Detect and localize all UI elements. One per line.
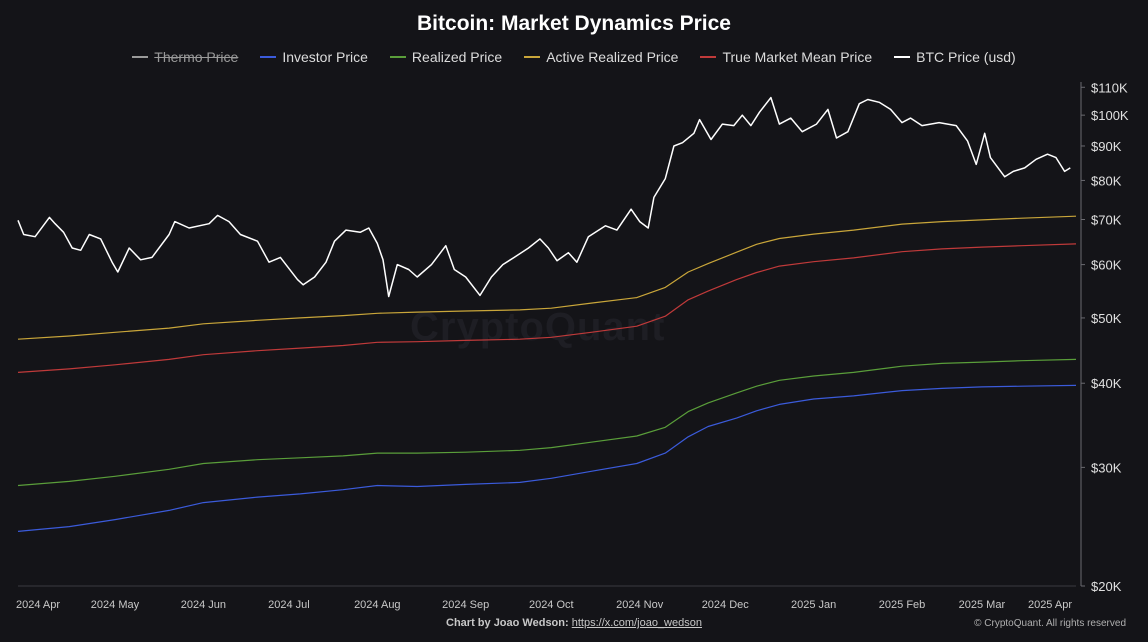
legend-swatch <box>524 56 541 58</box>
x-tick-label: 2024 Sep <box>442 599 489 611</box>
legend-label: BTC Price (usd) <box>916 49 1016 65</box>
legend: Thermo Price Investor Price Realized Price… <box>0 49 1148 65</box>
series-line-btc-price-usd <box>17 96 1071 298</box>
y-tick-label: $100K <box>1091 108 1129 123</box>
y-tick-label: $20K <box>1091 579 1122 594</box>
legend-item[interactable]: True Market Mean Price <box>700 49 872 65</box>
legend-label: Active Realized Price <box>546 49 679 65</box>
y-tick-label: $40K <box>1091 376 1122 391</box>
y-tick-label: $50K <box>1091 311 1122 326</box>
legend-item[interactable]: Investor Price <box>260 49 368 65</box>
x-tick-label: 2024 Dec <box>702 599 750 611</box>
legend-swatch <box>260 56 277 58</box>
x-tick-label: 2025 Jan <box>791 599 836 611</box>
y-tick-label: $30K <box>1091 460 1122 475</box>
series-line-realized-price <box>17 358 1077 487</box>
credit-prefix: Chart by Joao Wedson: <box>446 617 569 629</box>
x-tick-label: 2025 Apr <box>1028 599 1072 611</box>
x-tick-label: 2025 Mar <box>959 599 1006 611</box>
x-tick-label: 2024 Apr <box>16 599 60 611</box>
copyright-notice: © CryptoQuant. All rights reserved <box>974 618 1126 629</box>
series-line-investor-price <box>17 384 1077 532</box>
legend-swatch <box>894 56 911 58</box>
legend-item[interactable]: Active Realized Price <box>524 49 678 65</box>
x-tick-label: 2024 May <box>91 599 140 611</box>
legend-item[interactable]: BTC Price (usd) <box>894 49 1016 65</box>
legend-label: Investor Price <box>282 49 368 65</box>
legend-swatch <box>132 56 149 58</box>
chart-title: Bitcoin: Market Dynamics Price <box>417 12 731 35</box>
x-tick-label: 2024 Jul <box>268 599 310 611</box>
x-tick-label: 2024 Nov <box>616 599 664 611</box>
chart-credit: Chart by Joao Wedson: https://x.com/joao… <box>0 617 1148 629</box>
x-tick-label: 2024 Oct <box>529 599 574 611</box>
x-tick-label: 2024 Aug <box>354 599 401 611</box>
legend-label: Realized Price <box>411 49 503 65</box>
x-tick-label: 2024 Jun <box>181 599 226 611</box>
x-tick-label: 2025 Feb <box>879 599 925 611</box>
legend-label: Thermo Price <box>154 49 239 65</box>
y-tick-label: $80K <box>1091 173 1122 188</box>
credit-link[interactable]: https://x.com/joao_wedson <box>571 617 702 629</box>
series-line-active-realized-price <box>17 215 1077 340</box>
y-tick-label: $60K <box>1091 258 1122 273</box>
legend-label: True Market Mean Price <box>722 49 873 65</box>
legend-item[interactable]: Realized Price <box>389 49 503 65</box>
legend-swatch <box>389 56 406 58</box>
y-tick-label: $70K <box>1091 213 1122 228</box>
legend-swatch <box>700 56 717 58</box>
series-line-true-market-mean-price <box>17 243 1077 373</box>
watermark: CryptoQuant <box>410 305 666 349</box>
y-tick-label: $90K <box>1091 139 1122 154</box>
y-tick-label: $110K <box>1091 80 1128 95</box>
legend-item[interactable]: Thermo Price <box>132 49 238 65</box>
